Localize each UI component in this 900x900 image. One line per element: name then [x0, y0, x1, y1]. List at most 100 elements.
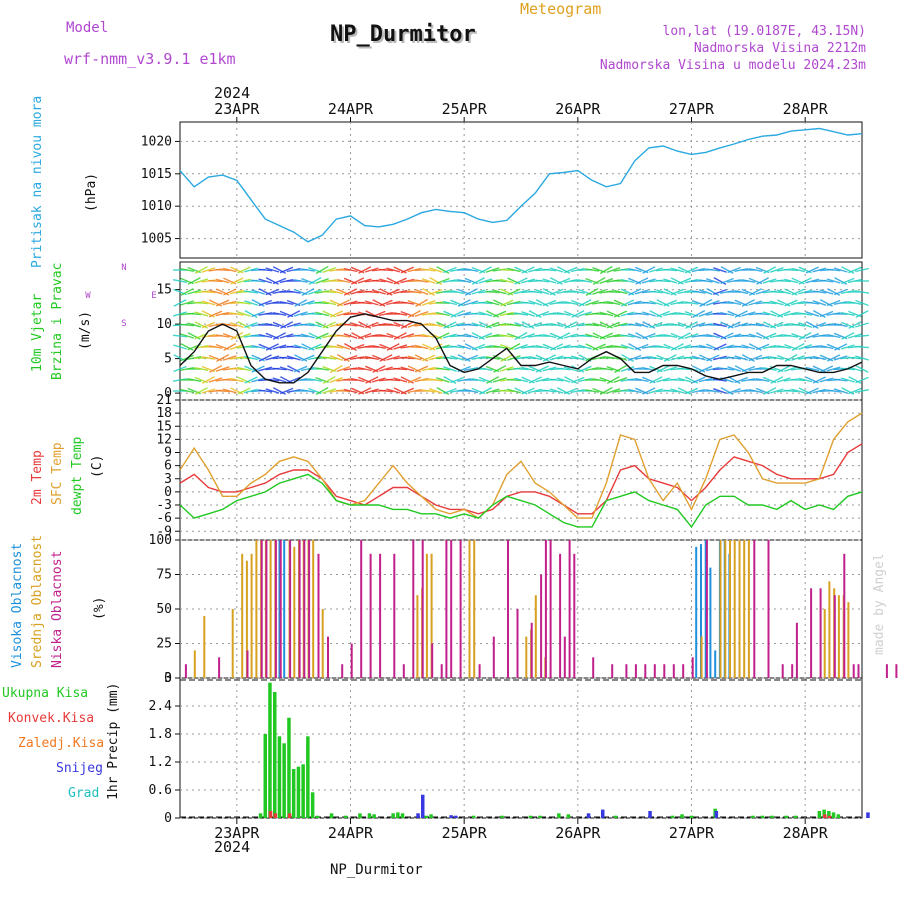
wind-barb — [336, 311, 351, 317]
wind-unit: (m/s) — [78, 310, 93, 350]
wind-barb — [493, 299, 507, 307]
bar-niska-oblacnost — [895, 664, 898, 678]
wind-barb — [229, 322, 244, 328]
wind-barb — [478, 344, 493, 350]
wind-barb — [378, 334, 394, 338]
wind-barb — [393, 332, 407, 340]
wind-barb — [386, 277, 400, 285]
wind-barb — [783, 389, 798, 393]
wind-barb — [436, 332, 450, 340]
ytick-label: 100 — [149, 533, 172, 548]
bar-ukupna-kisa — [751, 815, 755, 818]
wind-barb — [386, 323, 401, 327]
wind-barb — [855, 310, 869, 318]
wind-barb — [222, 300, 237, 306]
bar-ukupna-kisa — [822, 809, 826, 818]
bar-konvek-kisa — [273, 813, 278, 818]
wind-barb — [719, 290, 735, 294]
wind-barb — [187, 356, 202, 360]
wind-barb — [756, 277, 770, 285]
ytick-label: 1.8 — [149, 727, 172, 742]
wind-barb — [627, 323, 642, 327]
wind-barb — [414, 334, 429, 338]
wind-barb — [500, 299, 514, 307]
wind-barb — [542, 354, 557, 362]
wind-barb — [322, 375, 336, 385]
wind-barb — [506, 388, 521, 394]
station-title: NP_Durmitor — [330, 22, 476, 47]
wind-barb — [577, 377, 592, 383]
wind-barb — [272, 344, 287, 350]
wind-barb — [741, 354, 755, 362]
wind-barb — [343, 288, 358, 296]
wind-barb — [293, 311, 308, 317]
wind-barb — [556, 344, 571, 350]
wind-barb — [834, 277, 848, 285]
ytick-label: 1.2 — [149, 755, 172, 770]
bar-snijeg — [648, 811, 652, 818]
wind-barb — [798, 312, 813, 316]
bar-snijeg — [421, 794, 425, 818]
wind-barb — [486, 376, 500, 384]
ytick-label: 3 — [164, 671, 172, 686]
wind-barb — [287, 310, 301, 318]
bar-snijeg — [601, 809, 605, 818]
wind-barb — [648, 334, 664, 338]
wind-barb — [251, 299, 265, 307]
day-label-bottom: 26APR — [555, 824, 601, 842]
wind-barb — [819, 344, 834, 350]
bar-visoka-oblacnost — [695, 546, 698, 678]
wind-barb — [215, 299, 230, 307]
wind-barb — [436, 277, 450, 285]
wind-barb — [457, 344, 472, 350]
wind-barb — [855, 267, 869, 273]
wind-barb — [507, 355, 521, 361]
wind-barb — [748, 388, 763, 394]
wind-barb — [265, 343, 279, 351]
wind-barb — [670, 288, 684, 296]
wind-barb — [748, 288, 762, 296]
bar-visoka-oblacnost — [278, 540, 281, 678]
wind-barb — [336, 353, 350, 363]
product-title: Meteogram — [520, 0, 602, 18]
wind-barb — [421, 389, 436, 393]
bar-niska-oblacnost — [369, 553, 372, 678]
wind-barb — [634, 289, 649, 295]
wind-barb — [620, 344, 635, 350]
bar-niska-oblacnost — [289, 540, 292, 678]
wind-barb — [762, 332, 777, 340]
wind-barb — [627, 333, 642, 339]
wind-barb — [336, 390, 351, 392]
wind-barb — [443, 366, 457, 372]
wind-barb — [421, 268, 436, 272]
bar-niska-oblacnost — [421, 540, 424, 678]
wind-barb — [464, 354, 479, 362]
wind-barb — [734, 289, 749, 295]
wind-barb — [585, 287, 599, 297]
wind-barb — [471, 343, 486, 351]
bar-ukupna-kisa — [301, 764, 305, 818]
wind-barb — [563, 387, 578, 395]
wind-barb — [698, 344, 713, 350]
wind-barb — [841, 387, 855, 395]
wind-barb — [614, 364, 627, 374]
wind-barb — [379, 311, 394, 317]
day-label-top: 27APR — [669, 100, 715, 118]
wind-barb — [712, 322, 727, 328]
wind-barb — [315, 386, 329, 396]
wind-barb — [357, 332, 372, 340]
wind-barb — [478, 367, 493, 371]
wind-barb — [258, 312, 273, 316]
wind-barb — [705, 300, 720, 306]
wind-barb — [357, 345, 372, 349]
bar-niska-oblacnost — [218, 657, 221, 678]
wind-barb — [499, 389, 514, 393]
wind-barb — [763, 266, 777, 274]
bar-snijeg — [416, 813, 420, 818]
wind-barb — [727, 387, 741, 395]
wind-barb — [663, 288, 677, 296]
wind-barb — [833, 322, 848, 328]
wind-barb — [400, 366, 415, 372]
wind-barb — [180, 323, 195, 327]
wind-barb — [279, 333, 294, 339]
